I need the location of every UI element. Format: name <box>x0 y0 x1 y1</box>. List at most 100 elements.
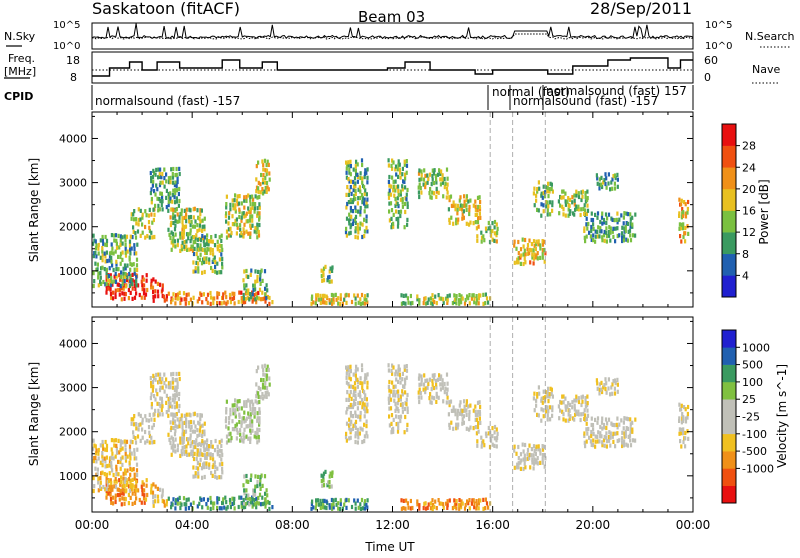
velocity-cell <box>127 501 130 506</box>
velocity-cell <box>621 443 624 449</box>
power-cell <box>604 172 607 177</box>
velocity-cell <box>564 396 567 401</box>
velocity-cell <box>616 377 619 382</box>
velocity-cell <box>581 399 584 404</box>
velocity-cell <box>403 384 406 389</box>
velocity-cell <box>359 394 362 399</box>
power-cell <box>680 198 683 203</box>
power-cell <box>135 274 138 280</box>
power-cell <box>394 188 397 193</box>
power-cell <box>522 244 525 249</box>
velocity-colorbar-label: Velocity [m s^-1] <box>775 364 789 468</box>
velocity-cell <box>573 398 576 403</box>
velocity-cell <box>425 506 428 511</box>
velocity-cell <box>360 398 364 403</box>
velocity-cell <box>110 460 113 465</box>
velocity-cell <box>441 378 444 383</box>
power-cell <box>249 202 252 207</box>
power-cell <box>120 286 123 291</box>
velocity-cell <box>462 420 465 425</box>
velocity-cell <box>526 448 530 453</box>
velocity-cell <box>197 471 200 476</box>
velocity-cell <box>242 432 245 437</box>
velocity-cell <box>192 420 195 425</box>
velocity-cell <box>354 506 357 511</box>
power-cell <box>345 175 348 180</box>
velocity-cell <box>181 429 184 434</box>
velocity-cell <box>577 409 580 414</box>
power-cell <box>616 226 619 231</box>
power-cell <box>202 235 205 240</box>
power-colorbar <box>722 124 736 298</box>
velocity-cell <box>403 367 406 372</box>
velocity-colorbar-tick-label: -500 <box>742 445 767 458</box>
velocity-cell <box>535 458 538 463</box>
power-cell <box>585 234 588 239</box>
velocity-cell <box>119 443 122 448</box>
velocity-cell <box>522 457 525 462</box>
velocity-cell <box>350 396 353 401</box>
power-cell <box>388 174 391 180</box>
velocity-cell <box>430 387 433 392</box>
power-cell <box>483 238 486 243</box>
power-cell <box>603 220 606 225</box>
power-cell <box>271 300 274 305</box>
velocity-cell <box>161 404 164 409</box>
velocity-cell <box>394 384 397 389</box>
velocity-cell <box>218 462 221 467</box>
velocity-cell <box>424 386 427 391</box>
power-colorbar-tick-label: 4 <box>742 269 749 282</box>
velocity-cell <box>470 501 473 506</box>
velocity-cell <box>606 421 609 426</box>
power-cell <box>209 301 212 306</box>
velocity-cell <box>97 488 100 493</box>
velocity-cell <box>456 408 460 413</box>
velocity-cell <box>533 391 536 396</box>
power-cell <box>117 233 120 238</box>
velocity-cell <box>220 457 223 462</box>
velocity-cell <box>150 483 153 488</box>
velocity-cell <box>119 447 122 452</box>
velocity-cell <box>138 497 141 503</box>
velocity-cell <box>531 457 534 462</box>
power-cell <box>448 198 451 203</box>
velocity-cell <box>322 502 325 507</box>
power-cell <box>401 200 404 205</box>
power-cell <box>169 235 172 241</box>
velocity-cell <box>437 498 440 503</box>
velocity-cell <box>360 497 364 503</box>
power-cell <box>103 251 106 256</box>
power-cell <box>479 293 482 298</box>
power-cell <box>396 224 400 229</box>
velocity-cell <box>140 500 143 505</box>
velocity-cell <box>392 429 395 434</box>
power-cell <box>470 296 473 301</box>
power-cell <box>596 176 599 181</box>
power-cell <box>417 171 421 176</box>
velocity-cell <box>108 463 111 468</box>
velocity-cell <box>404 506 407 511</box>
power-cell <box>254 279 257 284</box>
velocity-cell <box>678 431 681 436</box>
power-cell <box>178 186 181 192</box>
power-cell <box>203 227 206 232</box>
velocity-cell <box>189 413 192 418</box>
velocity-colorbar-swatch <box>722 451 736 469</box>
velocity-cell <box>627 417 630 422</box>
velocity-cell <box>105 482 108 487</box>
velocity-cell <box>401 392 404 397</box>
power-cell <box>193 206 196 211</box>
velocity-cell <box>189 433 192 438</box>
velocity-cell <box>537 444 540 449</box>
velocity-cell <box>257 391 260 396</box>
power-cell <box>446 190 449 195</box>
velocity-cell <box>243 488 246 493</box>
velocity-cell <box>405 397 408 402</box>
power-cell <box>528 247 531 252</box>
power-cell <box>339 301 342 307</box>
power-cell <box>545 204 548 209</box>
power-cell <box>403 225 406 230</box>
power-cell <box>190 246 193 252</box>
power-cell <box>214 233 217 239</box>
power-cell <box>171 199 174 204</box>
